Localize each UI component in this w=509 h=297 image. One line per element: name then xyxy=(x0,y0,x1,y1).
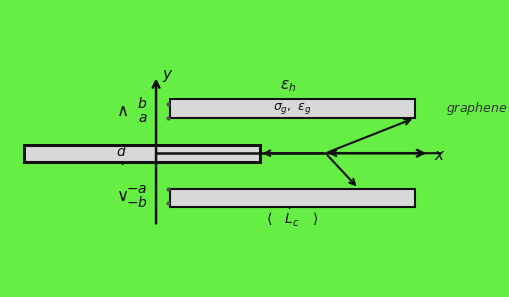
Text: $.$: $.$ xyxy=(119,151,124,169)
Text: $-b$: $-b$ xyxy=(126,195,147,210)
Text: $graphene$: $graphene$ xyxy=(445,100,506,117)
Bar xyxy=(24,145,259,162)
Text: $y$: $y$ xyxy=(161,67,173,83)
Text: $\vee$: $\vee$ xyxy=(116,187,127,205)
Text: $\langle \quad \dot{L}_c \quad \rangle$: $\langle \quad \dot{L}_c \quad \rangle$ xyxy=(266,208,318,229)
Bar xyxy=(170,99,414,118)
Text: $b$: $b$ xyxy=(137,96,147,111)
Text: $\sigma_g,\ \varepsilon_g$: $\sigma_g,\ \varepsilon_g$ xyxy=(273,101,311,116)
Text: $\wedge$: $\wedge$ xyxy=(116,102,127,120)
Text: $x$: $x$ xyxy=(433,148,444,163)
Text: $\varepsilon_h$: $\varepsilon_h$ xyxy=(279,78,295,94)
Text: $a$: $a$ xyxy=(138,111,147,125)
Bar xyxy=(170,189,414,207)
Text: $d$: $d$ xyxy=(116,144,127,159)
Text: $-a$: $-a$ xyxy=(126,181,147,195)
